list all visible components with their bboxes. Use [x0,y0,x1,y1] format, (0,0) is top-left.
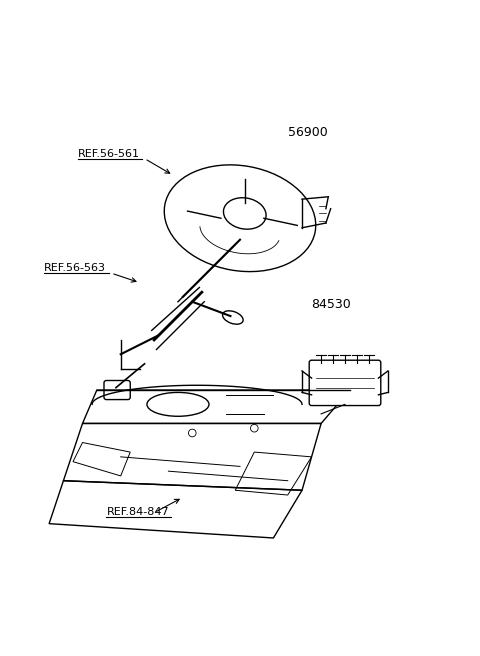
Ellipse shape [223,311,243,324]
Text: REF.56-561: REF.56-561 [78,149,140,159]
Text: 56900: 56900 [288,127,327,140]
Text: REF.56-563: REF.56-563 [44,263,107,273]
FancyBboxPatch shape [104,380,130,400]
Text: REF.84-847: REF.84-847 [107,506,169,516]
Text: 84530: 84530 [312,298,351,312]
FancyBboxPatch shape [309,360,381,405]
Ellipse shape [147,392,209,417]
